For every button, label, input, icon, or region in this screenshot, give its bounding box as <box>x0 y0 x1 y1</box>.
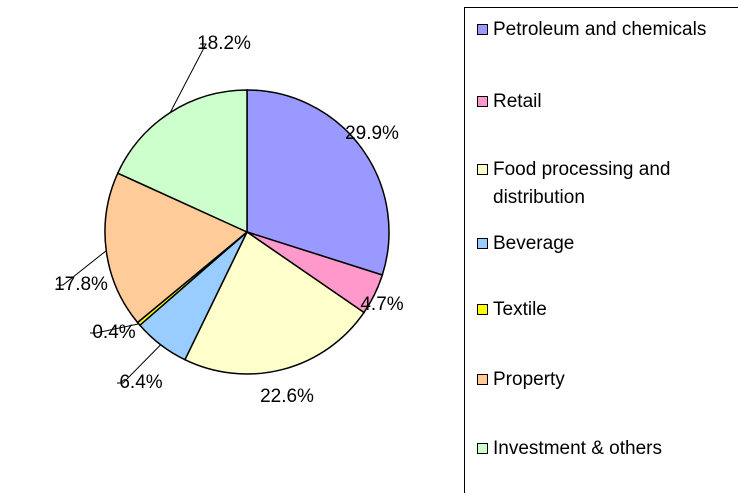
legend-item: Textile <box>477 296 738 324</box>
leader-line <box>117 344 162 384</box>
legend-item: Investment & others <box>477 435 738 463</box>
legend-swatch <box>477 443 488 454</box>
legend-label: Property <box>493 369 565 390</box>
legend-label: Beverage <box>493 233 575 254</box>
data-label: 6.4% <box>119 372 162 393</box>
data-label: 17.8% <box>54 274 108 295</box>
data-label: 22.6% <box>260 386 314 407</box>
leader-line <box>169 43 207 113</box>
data-label: 0.4% <box>92 322 135 343</box>
legend-swatch <box>477 164 488 175</box>
legend-swatch <box>477 304 488 315</box>
legend-label: Textile <box>493 299 547 320</box>
legend-item: Retail <box>477 88 738 116</box>
legend-item: Food processing and distribution <box>477 156 738 212</box>
legend-label: Investment & others <box>493 438 662 459</box>
leader-line <box>57 250 107 286</box>
legend-label: Food processing and distribution <box>493 159 671 208</box>
data-label: 4.7% <box>360 294 403 315</box>
legend-swatch <box>477 96 488 107</box>
legend-swatch <box>477 24 488 35</box>
pie-slice <box>246 89 390 276</box>
legend-swatch <box>477 374 488 385</box>
legend-swatch <box>477 238 488 249</box>
legend: Petroleum and chemicals Retail Food proces… <box>464 7 738 493</box>
legend-item: Petroleum and chemicals <box>477 16 738 44</box>
data-label: 18.2% <box>197 33 251 54</box>
legend-item: Property <box>477 366 738 394</box>
data-label: 29.9% <box>345 123 399 144</box>
leader-line <box>90 323 139 334</box>
pie-slice <box>183 230 365 375</box>
pie-slice <box>116 89 248 234</box>
legend-item: Beverage <box>477 230 738 258</box>
pie-slice <box>104 172 249 324</box>
legend-label: Petroleum and chemicals <box>493 19 707 40</box>
legend-label: Retail <box>493 91 542 112</box>
